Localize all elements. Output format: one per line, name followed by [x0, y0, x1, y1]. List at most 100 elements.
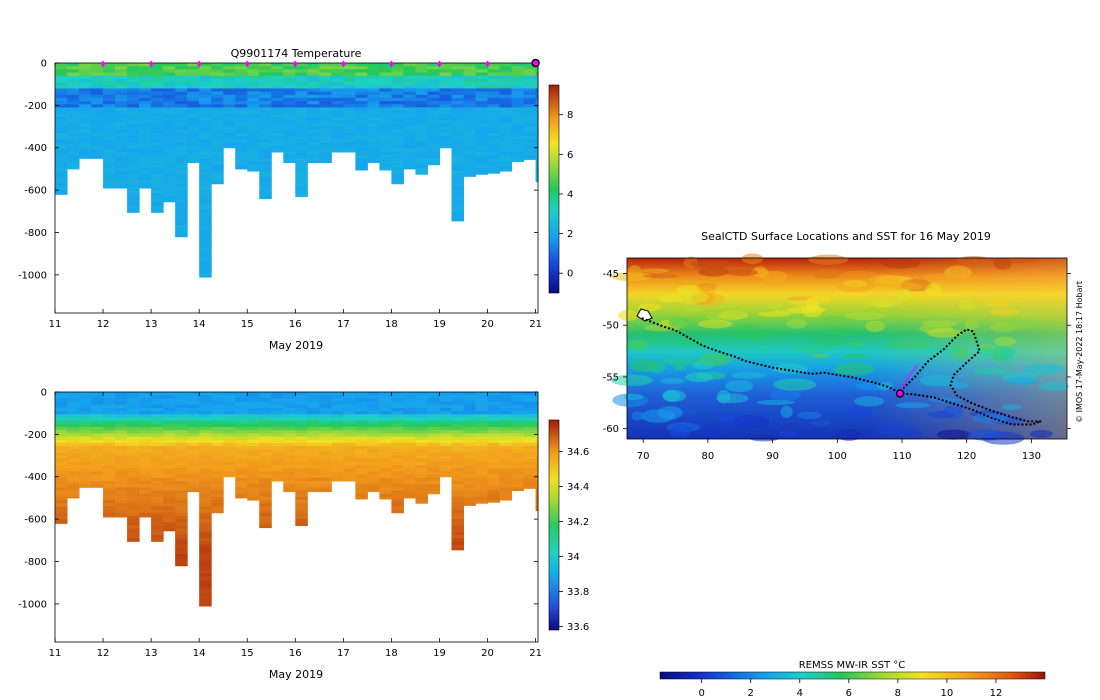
- temp-cell: [451, 132, 465, 137]
- sal-cell: [319, 480, 332, 485]
- sal-cell: [259, 519, 272, 523]
- temp-cell: [103, 88, 116, 93]
- sal-cell: [91, 452, 104, 457]
- sal-cell: [295, 458, 308, 463]
- sal-cell: [151, 414, 164, 418]
- sal-cell: [415, 452, 428, 457]
- sal-cell: [415, 490, 428, 495]
- sal-cell: [475, 411, 489, 415]
- sal-cell: [271, 446, 284, 450]
- sal-cell: [499, 446, 513, 450]
- sal-cell: [151, 442, 164, 447]
- temp-cell: [103, 145, 116, 150]
- temp-cell: [175, 164, 188, 169]
- sal-cell: [415, 465, 428, 469]
- sal-cell: [307, 487, 320, 492]
- sal-cell: [391, 487, 404, 492]
- sal-cell: [487, 407, 501, 412]
- sal-cell: [367, 452, 380, 457]
- sal-cell: [319, 490, 332, 493]
- temp-cell: [139, 110, 152, 115]
- temp-cell: [67, 88, 80, 93]
- sal-cell: [379, 477, 392, 482]
- temp-cell: [247, 69, 260, 74]
- temp-cell: [451, 174, 465, 178]
- temp-cell: [379, 120, 392, 124]
- sal-cell: [223, 465, 236, 469]
- temp-cell: [319, 139, 332, 143]
- temp-cell: [163, 183, 176, 188]
- temp-cell: [487, 75, 501, 80]
- sal-cell: [115, 423, 128, 428]
- sst-texture-blob: [868, 274, 901, 286]
- temp-cell: [523, 120, 537, 124]
- sal-cell: [415, 461, 428, 466]
- temp-cell: [67, 91, 80, 96]
- sal-cell: [283, 446, 296, 450]
- temp-cell: [223, 129, 236, 134]
- sal-cell: [391, 465, 404, 469]
- sal-cell: [67, 458, 80, 463]
- temp-cell: [439, 142, 452, 147]
- temp-cell: [79, 136, 92, 140]
- temp-cell: [427, 145, 440, 150]
- temp-cell: [163, 161, 176, 166]
- temp-cell: [79, 101, 92, 105]
- sal-cell: [175, 417, 188, 422]
- temp-cell: [187, 155, 200, 159]
- sst-colorbar-tick-label: 2: [748, 688, 754, 699]
- temp-cell: [271, 85, 284, 89]
- temp-cell: [199, 107, 212, 112]
- sal-cell: [175, 411, 188, 415]
- sst-texture-blob: [982, 297, 1011, 308]
- temp-cell: [379, 78, 392, 83]
- sal-cell: [79, 446, 92, 450]
- temp-cell: [427, 142, 440, 147]
- temp-cell: [127, 104, 140, 108]
- temp-cell: [271, 107, 284, 112]
- sal-cell: [175, 420, 188, 425]
- temp-cell: [127, 113, 140, 118]
- sal-cell: [67, 452, 80, 457]
- sal-cell: [391, 401, 404, 406]
- sst-texture-blob: [623, 394, 644, 400]
- sal-cell: [103, 506, 116, 511]
- temp-cell: [67, 66, 80, 70]
- temp-cell: [211, 139, 224, 143]
- salinity-axis-ticks: 11 12 13 14 15 16 17 18 19 20 210-200-400-600-800-…: [18, 388, 542, 660]
- sal-cell: [319, 404, 332, 409]
- sal-cell: [259, 401, 272, 406]
- sal-cell: [151, 401, 164, 406]
- temp-cell: [487, 161, 501, 166]
- sal-cell: [379, 420, 392, 425]
- sal-cell: [199, 455, 212, 460]
- temp-cell: [79, 110, 92, 115]
- temp-cell: [103, 91, 116, 96]
- sal-cell: [451, 474, 465, 479]
- temp-cell: [115, 180, 128, 185]
- sal-cell: [235, 439, 248, 444]
- sal-cell: [463, 439, 477, 444]
- temp-cell: [391, 155, 404, 159]
- sal-cell: [127, 439, 140, 444]
- temp-cell: [451, 91, 465, 96]
- temp-cell: [235, 88, 248, 93]
- sal-cell: [295, 411, 308, 415]
- sal-cell: [307, 480, 320, 485]
- sal-cell: [199, 535, 212, 539]
- sal-cell: [475, 420, 489, 425]
- temp-cell: [259, 180, 272, 185]
- sal-cell: [127, 525, 140, 530]
- map-y-tick-label: -50: [603, 321, 619, 332]
- temp-cell: [259, 113, 272, 118]
- sal-cell: [427, 474, 440, 479]
- sal-cell: [163, 500, 176, 504]
- temp-cell: [283, 113, 296, 118]
- temp-cell: [103, 82, 116, 86]
- sal-cell: [355, 395, 368, 399]
- sal-cell: [283, 398, 296, 403]
- sal-cell: [115, 426, 128, 431]
- sal-cell: [499, 452, 513, 457]
- temp-cell: [475, 85, 489, 89]
